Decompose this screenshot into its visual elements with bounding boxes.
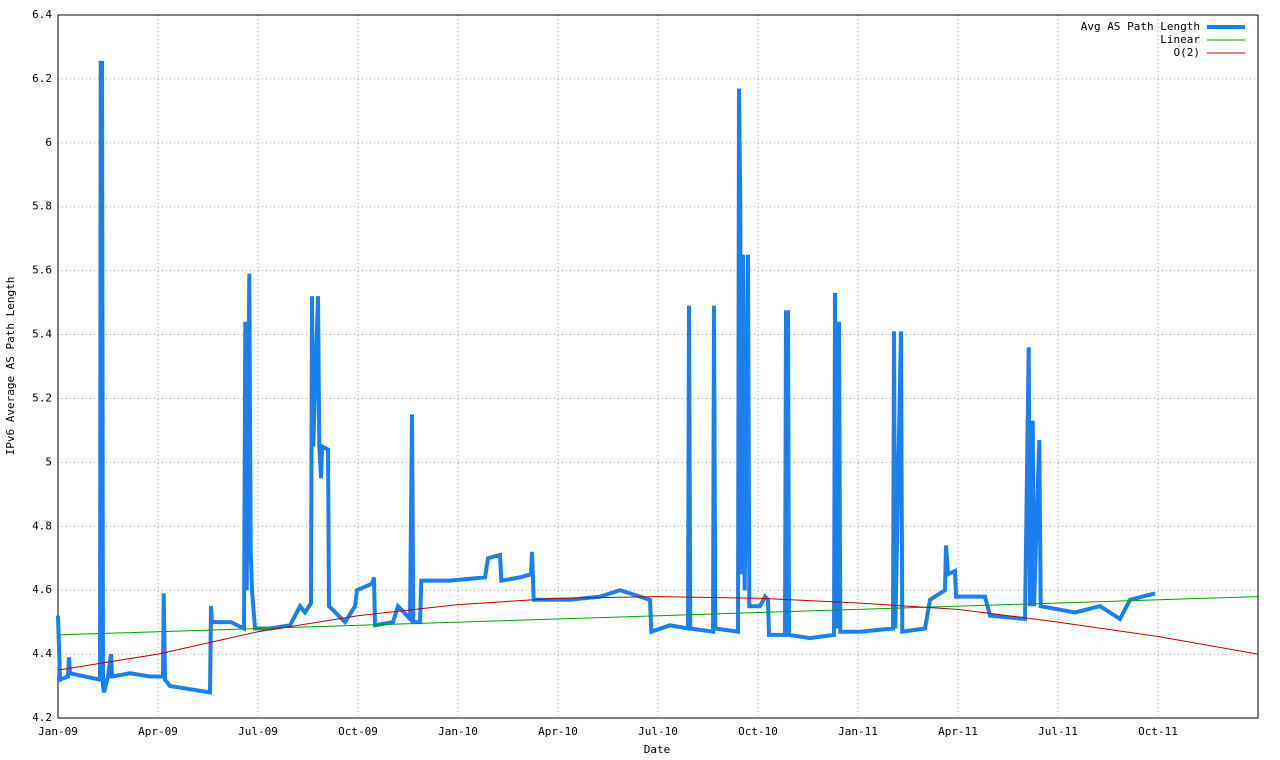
y-tick-label: 4.6 — [32, 583, 52, 596]
series-line — [57, 596, 1259, 671]
x-tick-label: Jul-11 — [1038, 725, 1078, 738]
x-tick-label: Jan-11 — [838, 725, 878, 738]
x-tick-label: Jan-09 — [38, 725, 78, 738]
series-line — [57, 596, 1259, 636]
y-tick-label: 4.8 — [32, 519, 52, 532]
y-tick-label: 5.8 — [32, 200, 52, 213]
y-tick-label: 6.2 — [32, 72, 52, 85]
x-tick-label: Jul-09 — [238, 725, 278, 738]
y-tick-label: 5 — [45, 455, 52, 468]
y-tick-label: 4.4 — [32, 647, 52, 660]
y-tick-label: 5.2 — [32, 391, 52, 404]
y-axis-label: IPv6 Average AS Path Length — [4, 277, 17, 456]
x-tick-label: Oct-09 — [338, 725, 378, 738]
x-tick-label: Jul-10 — [638, 725, 678, 738]
y-tick-label: 4.2 — [32, 711, 52, 724]
x-tick-label: Oct-10 — [738, 725, 778, 738]
legend-label: Avg AS Path Length — [1081, 20, 1200, 33]
series-line — [56, 60, 1156, 695]
x-axis-label: Date — [644, 743, 671, 756]
x-tick-label: Apr-10 — [538, 725, 578, 738]
legend-label: Linear — [1160, 33, 1200, 46]
y-tick-label: 6.4 — [32, 8, 52, 21]
x-tick-label: Jan-10 — [438, 725, 478, 738]
plot-border — [57, 14, 1259, 719]
x-tick-label: Apr-09 — [138, 725, 178, 738]
x-tick-label: Oct-11 — [1138, 725, 1178, 738]
y-tick-label: 5.4 — [32, 328, 52, 341]
y-tick-label: 6 — [45, 136, 52, 149]
x-tick-label: Apr-11 — [938, 725, 978, 738]
y-tick-label: 5.6 — [32, 264, 52, 277]
legend-label: O(2) — [1174, 46, 1201, 59]
